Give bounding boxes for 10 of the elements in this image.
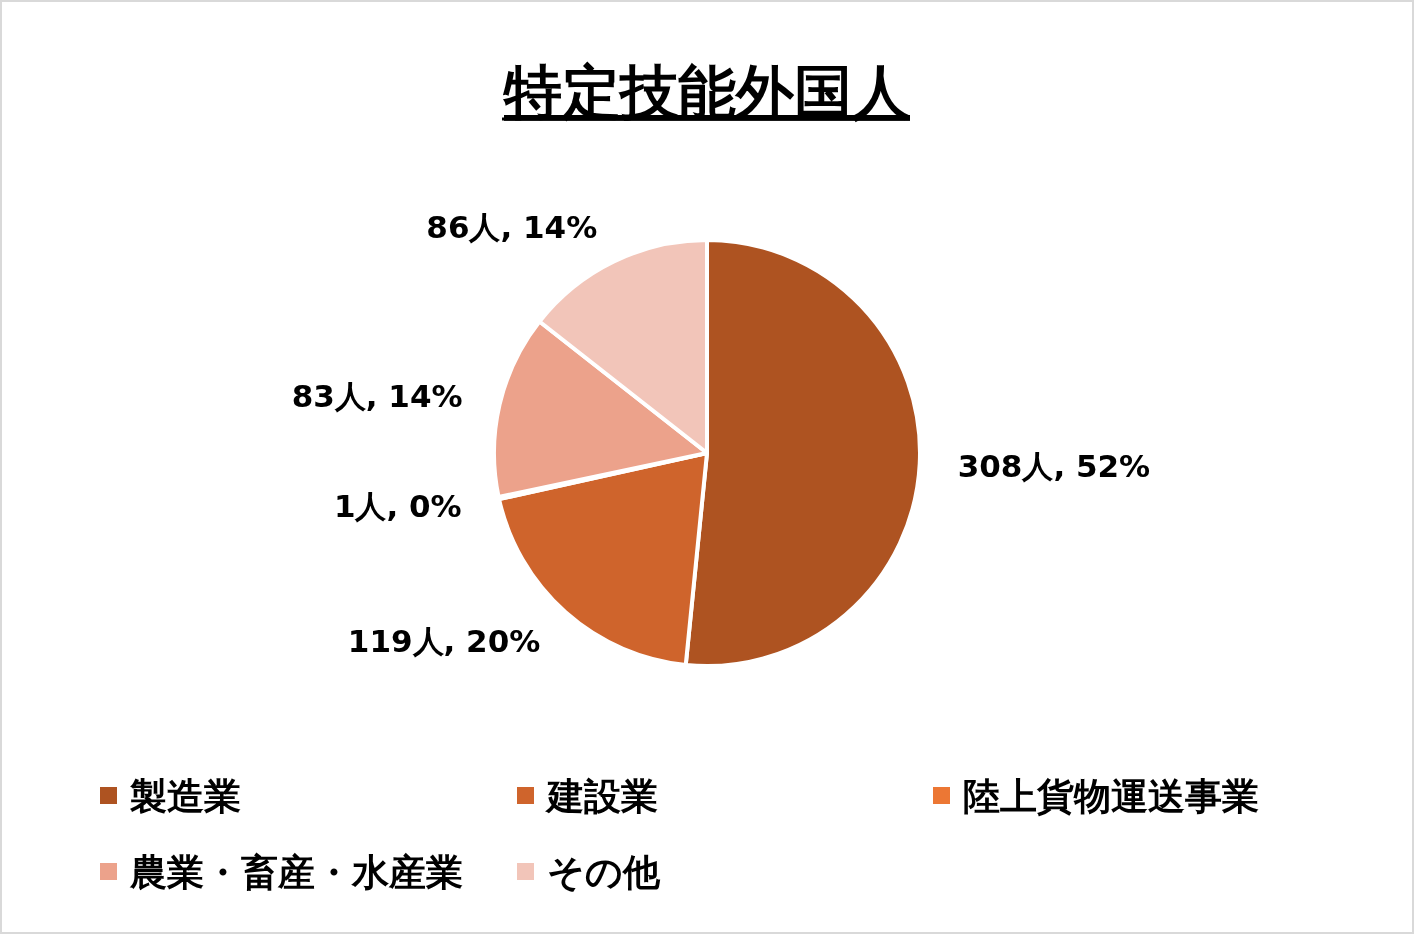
legend-label: その他: [547, 851, 661, 894]
data-label: 1人, 0%: [333, 488, 462, 525]
legend-label: 農業・畜産・水産業: [129, 851, 463, 894]
legend-label: 建設業: [544, 775, 658, 818]
data-label: 83人, 14%: [291, 378, 463, 415]
data-label: 86人, 14%: [426, 209, 598, 246]
data-label: 308人, 52%: [957, 447, 1151, 484]
data-label: 119人, 20%: [347, 622, 541, 659]
legend-label: 陸上貨物運送事業: [963, 775, 1259, 818]
legend-label: 製造業: [129, 775, 241, 818]
